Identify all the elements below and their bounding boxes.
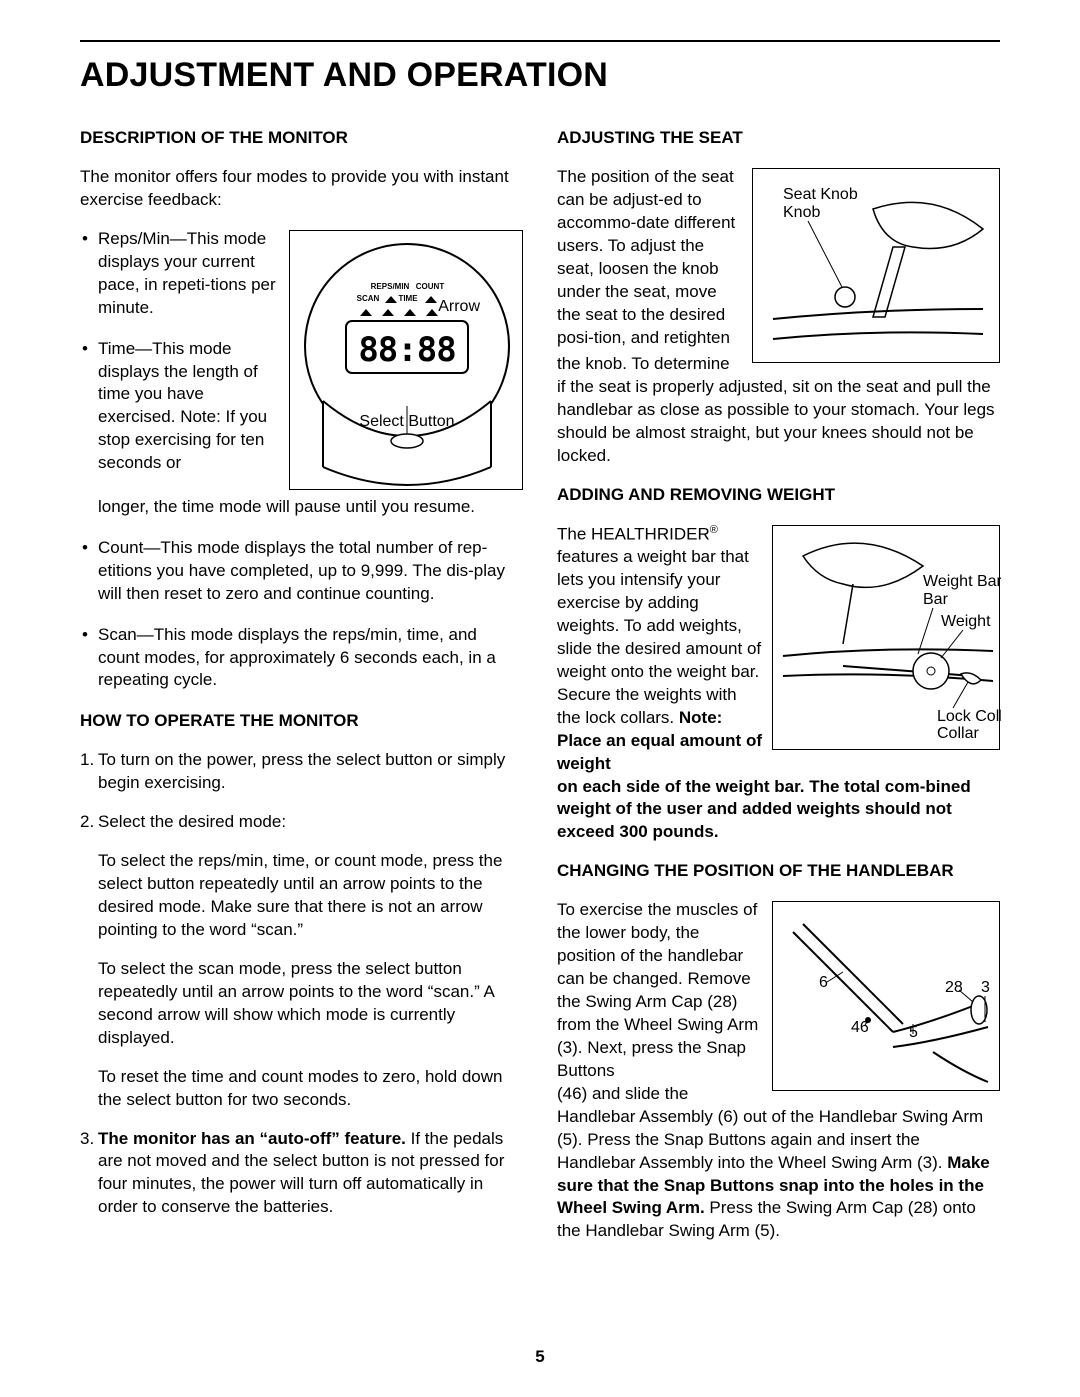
top-rule xyxy=(80,40,1000,42)
svg-text:3: 3 xyxy=(981,979,990,996)
svg-text:Seat Knob: Seat Knob xyxy=(783,186,858,203)
svg-text:6: 6 xyxy=(819,974,828,991)
step-2a: To select the reps/min, time, or count m… xyxy=(98,850,523,942)
svg-text:Bar: Bar xyxy=(923,591,949,608)
heading-how-operate: HOW TO OPERATE THE MONITOR xyxy=(80,710,523,733)
columns: DESCRIPTION OF THE MONITOR The monitor o… xyxy=(80,117,1000,1259)
seat-figure: Seat Knob Knob xyxy=(752,168,1000,363)
step-2: 2.Select the desired mode: xyxy=(80,811,523,834)
manual-page: ADJUSTMENT AND OPERATION DESCRIPTION OF … xyxy=(0,0,1080,1397)
svg-text:46: 46 xyxy=(851,1019,869,1036)
svg-text:28: 28 xyxy=(945,979,963,996)
left-column: DESCRIPTION OF THE MONITOR The monitor o… xyxy=(80,117,523,1259)
weight-figure: Weight Bar Bar Weight Lock Collar Collar xyxy=(772,525,1000,750)
operate-steps-3: 3.The monitor has an “auto-off” feature.… xyxy=(80,1128,523,1220)
monitor-intro: The monitor offers four modes to provide… xyxy=(80,166,523,212)
step-1: 1.To turn on the power, press the select… xyxy=(80,749,523,795)
step-3: 3.The monitor has an “auto-off” feature.… xyxy=(80,1128,523,1220)
mode-count: Count—This mode displays the total numbe… xyxy=(80,537,523,606)
right-column: ADJUSTING THE SEAT Seat Knob Knob xyxy=(557,117,1000,1259)
heading-seat: ADJUSTING THE SEAT xyxy=(557,127,1000,150)
svg-text:Weight: Weight xyxy=(941,613,991,630)
svg-text:Weight Bar: Weight Bar xyxy=(923,573,1001,590)
svg-text:Lock Collar: Lock Collar xyxy=(937,708,1001,725)
mode-time: Time—This mode displays the length of ti… xyxy=(80,338,523,519)
handlebar-figure: 6 46 5 28 3 xyxy=(772,901,1000,1091)
weight-p2: on each side of the weight bar. The tota… xyxy=(557,776,1000,845)
monitor-modes: Reps/Min—This mode displays your current… xyxy=(80,228,523,693)
step-2b: To select the scan mode, press the selec… xyxy=(98,958,523,1050)
page-title: ADJUSTMENT AND OPERATION xyxy=(80,56,1000,95)
page-number: 5 xyxy=(0,1347,1080,1367)
svg-text:Collar: Collar xyxy=(937,725,979,742)
heading-handlebar: CHANGING THE POSITION OF THE HANDLEBAR xyxy=(557,860,1000,883)
mode-repsmin: Reps/Min—This mode displays your current… xyxy=(80,228,523,320)
seat-p2: the knob. To determine if the seat is pr… xyxy=(557,353,1000,468)
handle-p2: (46) and slide the Handlebar Assembly (6… xyxy=(557,1083,1000,1244)
heading-weight: ADDING AND REMOVING WEIGHT xyxy=(557,484,1000,507)
heading-monitor-desc: DESCRIPTION OF THE MONITOR xyxy=(80,127,523,150)
operate-steps: 1.To turn on the power, press the select… xyxy=(80,749,523,834)
svg-text:Knob: Knob xyxy=(783,204,820,221)
step-2c: To reset the time and count modes to zer… xyxy=(98,1066,523,1112)
mode-scan: Scan—This mode displays the reps/min, ti… xyxy=(80,624,523,693)
